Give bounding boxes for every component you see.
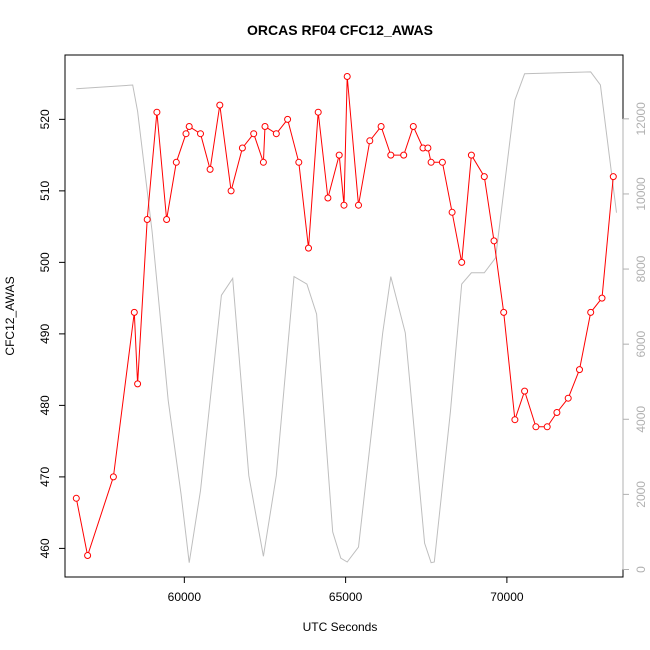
series-1-point [340, 201, 348, 209]
left-y-tick-label: 460 [38, 538, 52, 558]
series-1-point [564, 394, 572, 402]
series-1-point [72, 494, 80, 502]
series-1-point [153, 108, 161, 116]
series-1-point [261, 123, 269, 130]
series-1-point [609, 173, 617, 181]
series-1-point [355, 201, 362, 209]
right-y-tick-label: 12000 [634, 102, 648, 136]
series-1-point [335, 151, 343, 159]
left-y-tick-label: 470 [38, 467, 52, 487]
series-1-point [143, 216, 151, 223]
series-1-point [163, 216, 171, 223]
right-y-tick-label: 2000 [634, 481, 648, 508]
series-1-point [295, 158, 303, 166]
series-1-point [598, 294, 606, 302]
series-1-point [366, 137, 374, 145]
series-1-point [448, 208, 456, 216]
series-1-point [576, 366, 583, 374]
series-1-point [84, 552, 92, 559]
left-y-tick-label: 480 [38, 395, 52, 415]
left-y-tick-label: 500 [38, 252, 52, 272]
series-1-point [324, 194, 332, 202]
series-1-point [134, 380, 142, 388]
left-y-axis: 460 470 480 490 500 510 520 [38, 109, 66, 558]
series-1-point [532, 423, 540, 431]
series-1-point [227, 187, 235, 195]
series-layer [72, 71, 617, 564]
series-1-point [305, 244, 312, 252]
series-1-point [467, 151, 475, 159]
series-1-point [553, 409, 561, 416]
series-1-point [182, 130, 190, 138]
series-1-point [409, 123, 417, 130]
left-y-tick-label: 510 [38, 181, 52, 201]
x-tick-label: 65000 [329, 590, 363, 604]
series-1-point [238, 144, 246, 152]
right-y-tick-label: 0 [634, 566, 648, 573]
chart-title: ORCAS RF04 CFC12_AWAS [247, 22, 433, 38]
series-1-point [185, 123, 193, 130]
series-1-point [343, 73, 351, 80]
right-y-tick-label: 4000 [634, 406, 648, 433]
series-1-point [424, 144, 432, 152]
left-y-tick-label: 490 [38, 324, 52, 344]
x-tick-label: 60000 [168, 590, 202, 604]
series-1-point [521, 387, 529, 395]
x-tick-label: 70000 [490, 590, 524, 604]
series-2-line [76, 71, 617, 564]
series-1-point [259, 158, 267, 166]
plot-frame [64, 54, 624, 578]
left-y-tick-label: 520 [38, 109, 52, 129]
series-1-point [387, 151, 395, 159]
series-1-point [400, 151, 408, 159]
series-1-point [216, 101, 224, 109]
series-1-point [511, 416, 519, 424]
series-1-point [458, 258, 466, 266]
series-1-point [272, 130, 280, 138]
series-1-point [314, 108, 322, 116]
series-1-point [250, 130, 258, 138]
series-1-point [130, 308, 138, 316]
series-1-point [480, 173, 488, 181]
series-1-point [109, 473, 117, 481]
series-1-point [587, 308, 595, 316]
series-1-point [543, 423, 551, 431]
series-1-point [172, 158, 180, 166]
series-1-point [197, 130, 204, 138]
series-1-point [206, 165, 214, 173]
series-1-point [500, 308, 508, 316]
series-1-point [438, 158, 446, 166]
right-y-tick-label: 10000 [634, 177, 648, 211]
series-1-line [75, 76, 614, 558]
series-1-point [377, 123, 385, 130]
right-y-tick-label: 8000 [634, 255, 648, 282]
x-axis: 60000 65000 70000 [168, 576, 524, 604]
series-1-point [427, 158, 435, 166]
y-axis-label: CFC12_AWAS [3, 276, 17, 355]
series-1-point [284, 115, 292, 123]
series-1-point [490, 237, 498, 245]
right-y-axis: 0 2000 4000 6000 8000 10000 12000 [622, 102, 648, 573]
x-axis-label: UTC Seconds [303, 620, 378, 634]
right-y-tick-label: 6000 [634, 330, 648, 357]
